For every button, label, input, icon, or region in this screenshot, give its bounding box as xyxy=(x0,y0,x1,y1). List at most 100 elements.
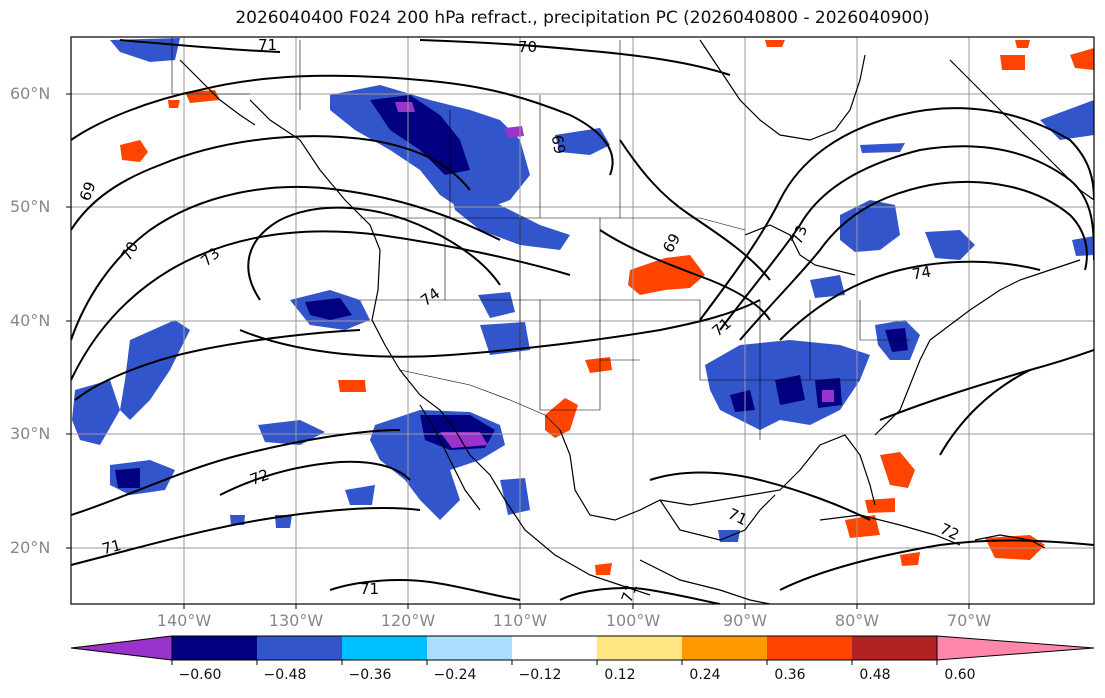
coastline-baja xyxy=(419,404,481,511)
precip-area xyxy=(395,102,415,112)
boundary-us-mexico xyxy=(399,369,561,431)
precip-area xyxy=(810,275,845,298)
colorbar-segment xyxy=(512,636,597,660)
lon-label-90: 90°W xyxy=(722,611,768,630)
coastlines xyxy=(179,39,1094,604)
contour-label: 71 xyxy=(100,536,123,558)
contour-line xyxy=(71,74,614,176)
contour-line xyxy=(649,471,871,521)
refractivity-contours xyxy=(71,39,1094,604)
colorbar-label: 0.48 xyxy=(859,667,891,683)
lon-label-110: 110°W xyxy=(492,611,548,630)
contour-line xyxy=(239,299,761,358)
precip-positive-areas xyxy=(120,40,1094,575)
precip-area xyxy=(845,515,880,538)
lat-label-30: 30°N xyxy=(10,424,51,443)
boundary-us-canada xyxy=(360,217,746,231)
contour-line xyxy=(699,107,1094,321)
coastline-yucatan xyxy=(659,494,776,541)
colorbar-extend-high xyxy=(936,635,1095,661)
colorbar-ticks xyxy=(171,660,938,665)
lon-label-140: 140°W xyxy=(156,611,212,630)
precip-area xyxy=(628,255,705,295)
colorbar-label: 0.12 xyxy=(604,667,636,683)
political-boundaries xyxy=(171,37,910,440)
lat-label-40: 40°N xyxy=(10,311,51,330)
coastline-atlantic xyxy=(874,259,1081,436)
precip-area xyxy=(120,140,148,162)
precip-area xyxy=(1015,40,1030,48)
contour-line xyxy=(779,260,1041,341)
precip-area xyxy=(1070,48,1094,70)
contour-line xyxy=(219,460,411,496)
precip-area xyxy=(925,230,975,260)
contour-line xyxy=(247,206,501,301)
boundary-state xyxy=(539,300,601,411)
colorbar-segment xyxy=(767,636,852,660)
precip-area xyxy=(370,95,470,175)
precip-area xyxy=(505,126,524,138)
precip-area xyxy=(480,322,530,355)
precip-area xyxy=(120,320,190,420)
colorbar-segment xyxy=(257,636,342,660)
colorbar-segment xyxy=(852,636,937,660)
colorbar-label: −0.36 xyxy=(348,667,392,683)
coastline-great-lakes xyxy=(744,224,856,276)
contour-label: 72 xyxy=(248,465,272,488)
contour-line xyxy=(739,180,1088,341)
contour-line xyxy=(939,369,1031,456)
colorbar-segment xyxy=(427,636,512,660)
contour-line xyxy=(619,139,771,281)
contour-line xyxy=(71,185,501,341)
contour-label: 70 xyxy=(518,38,537,56)
coastline-central-america xyxy=(639,559,771,604)
boundary-state xyxy=(444,218,700,301)
colorbar-label: −0.12 xyxy=(518,667,562,683)
precip-area xyxy=(595,563,612,575)
precip-area xyxy=(775,375,805,405)
precip-area xyxy=(305,298,352,320)
precip-area xyxy=(275,515,292,528)
precip-area xyxy=(900,552,920,566)
contour-line xyxy=(71,429,401,516)
contour-line xyxy=(599,229,771,321)
contour-line xyxy=(879,349,1094,421)
contour-line xyxy=(779,539,1094,591)
colorbar-segment xyxy=(597,636,682,660)
contour-line xyxy=(71,230,571,381)
boundary-state xyxy=(859,300,910,341)
lon-label-70: 70°W xyxy=(946,611,992,630)
colorbar-segment xyxy=(682,636,767,660)
colorbar-segment xyxy=(342,636,427,660)
contour-line xyxy=(119,39,281,53)
colorbar-label: −0.48 xyxy=(263,667,307,683)
contour-line xyxy=(329,579,521,601)
precip-area xyxy=(72,380,120,445)
lat-label-60: 60°N xyxy=(10,84,51,103)
colorbar xyxy=(70,635,1095,665)
precip-area xyxy=(450,190,570,250)
contour-line xyxy=(419,39,731,76)
precip-area xyxy=(765,40,785,47)
coastline-gulf xyxy=(559,429,876,521)
precip-area xyxy=(880,452,915,488)
colorbar-label: −0.24 xyxy=(433,667,477,683)
lon-label-130: 130°W xyxy=(268,611,324,630)
boundary-alaska xyxy=(171,37,250,95)
coastline-hudson-bay xyxy=(699,39,866,141)
coastline-hispaniola xyxy=(974,534,1046,549)
contour-line xyxy=(559,587,721,604)
contour-label: 71 xyxy=(618,581,641,605)
precip-area xyxy=(865,498,895,513)
precip-area xyxy=(500,478,530,515)
contour-line xyxy=(71,135,471,231)
precip-area xyxy=(730,390,755,412)
contour-line xyxy=(719,145,1094,331)
lat-label-50: 50°N xyxy=(10,197,51,216)
contour-line xyxy=(74,329,361,401)
coastline-alaska xyxy=(179,59,256,126)
axis-ticks xyxy=(66,93,970,609)
contour-label: 69 xyxy=(548,134,569,156)
colorbar-label: 0.24 xyxy=(689,667,721,683)
